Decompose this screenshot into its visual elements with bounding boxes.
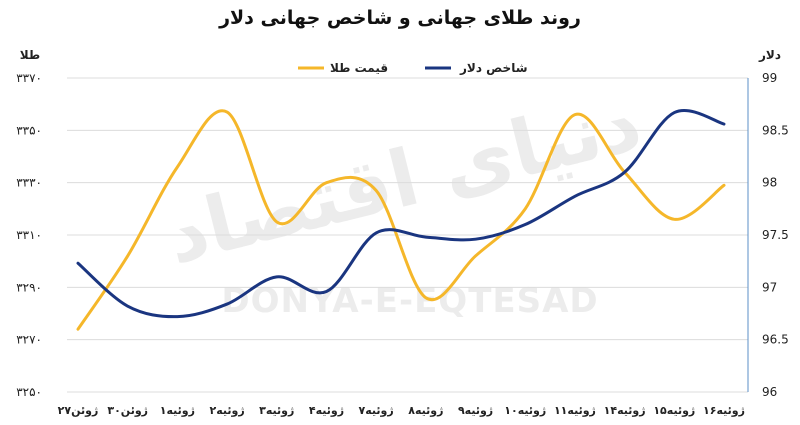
legend-label: قیمت طلا — [330, 61, 388, 75]
right-tick-label: 96 — [762, 385, 777, 399]
x-tick-label: ۸ژوئیه — [408, 404, 443, 417]
left-tick-label: ۳۳۳۰ — [16, 176, 42, 190]
left-tick-label: ۳۳۵۰ — [16, 123, 42, 137]
left-tick-label: ۳۲۷۰ — [16, 333, 42, 347]
right-tick-label: 98.5 — [762, 123, 789, 137]
left-tick-label: ۳۳۱۰ — [16, 228, 42, 242]
right-tick-label: 96.5 — [762, 333, 789, 347]
series-layer — [76, 109, 726, 331]
left-axis-title: طلا — [20, 48, 40, 62]
series-line-dollar — [76, 109, 726, 319]
x-tick-label: ۲۷ژوئن — [58, 404, 99, 417]
x-tick-label: ۱۱ژوئیه — [554, 404, 596, 417]
right-axis-title: دلار — [758, 48, 781, 62]
x-tick-label: ۷ژوئیه — [359, 404, 394, 417]
x-tick-label: ۱۵ژوئیه — [653, 404, 695, 417]
right-tick-label: 97 — [762, 280, 777, 294]
x-tick-label: ۲ژوئیه — [209, 404, 244, 417]
grid — [67, 77, 748, 393]
right-tick-label: 98 — [762, 176, 777, 190]
left-tick-label: ۳۳۷۰ — [16, 71, 42, 85]
x-tick-label: ۹ژوئیه — [458, 404, 493, 417]
right-axis-ticks: 99 98.5 98 97.5 97 96.5 96 — [762, 71, 789, 399]
left-axis-ticks: ۳۳۷۰ ۳۳۵۰ ۳۳۳۰ ۳۳۱۰ ۳۲۹۰ ۳۲۷۰ ۳۲۵۰ — [16, 71, 42, 399]
legend: قیمت طلا شاخص دلار — [298, 61, 528, 75]
chart-title: روند طلای جهانی و شاخص جهانی دلار — [218, 7, 581, 29]
x-tick-label: ۴ژوئیه — [309, 404, 344, 417]
right-tick-label: 99 — [762, 71, 777, 85]
right-tick-label: 97.5 — [762, 228, 789, 242]
left-tick-label: ۳۲۹۰ — [16, 280, 42, 294]
x-tick-label: ۱۰ژوئیه — [504, 404, 546, 417]
left-tick-label: ۳۲۵۰ — [16, 385, 42, 399]
x-tick-label: ۱۶ژوئیه — [703, 404, 745, 417]
x-tick-label: ۳۰ژوئن — [107, 404, 148, 417]
x-tick-label: ۱ژوئیه — [160, 404, 195, 417]
x-tick-label: ۳ژوئیه — [259, 404, 294, 417]
x-tick-label: ۱۴ژوئیه — [604, 404, 646, 417]
x-axis-ticks: ۲۷ژوئن ۳۰ژوئن ۱ژوئیه ۲ژوئیه ۳ژوئیه ۴ژوئیه ۷ژوئ… — [58, 404, 745, 417]
legend-label: شاخص دلار — [459, 61, 528, 75]
